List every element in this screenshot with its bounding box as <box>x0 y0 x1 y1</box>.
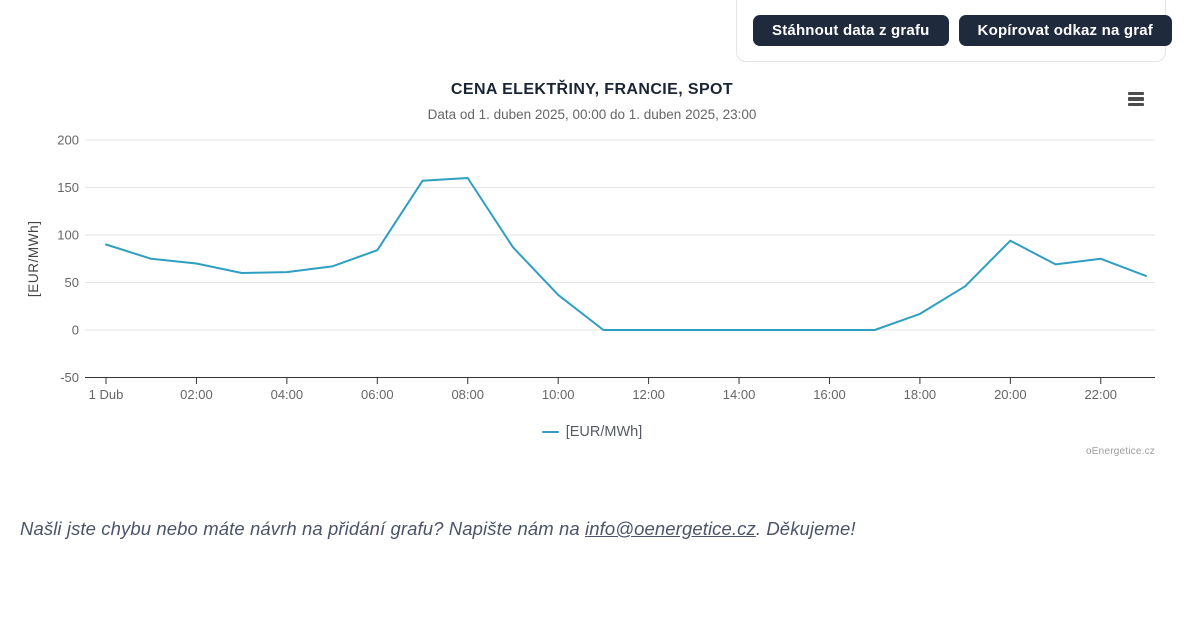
y-axis-tick-label: 150 <box>57 180 79 195</box>
hamburger-icon <box>1128 92 1144 96</box>
y-axis-tick-label: 0 <box>72 323 79 338</box>
footer-note: Našli jste chybu nebo máte návrh na přid… <box>20 518 856 540</box>
legend-label: [EUR/MWh] <box>565 424 643 440</box>
y-axis-tick-label: -50 <box>60 370 79 385</box>
footer-text-after: . Děkujeme! <box>755 518 856 539</box>
x-axis-tick-label: 02:00 <box>180 387 213 402</box>
x-axis-tick-label: 14:00 <box>723 387 756 402</box>
contact-email-link[interactable]: info@oenergetice.cz <box>585 518 756 539</box>
footer-text-before: Našli jste chybu nebo máte návrh na přid… <box>20 518 586 539</box>
y-axis-tick-label: 50 <box>65 275 79 290</box>
chart-actions-panel: Stáhnout data z grafu Kopírovat odkaz na… <box>736 0 1173 62</box>
x-axis-tick-label: 06:00 <box>361 387 394 402</box>
y-axis-title: [EUR/MWh] <box>26 220 41 297</box>
x-axis-tick-label: 10:00 <box>542 387 575 402</box>
chart: CENA ELEKTŘINY, FRANCIE, SPOT Data od 1.… <box>0 81 1184 457</box>
y-axis-tick-label: 100 <box>57 228 79 243</box>
x-axis-tick-label: 04:00 <box>271 387 304 402</box>
chart-title: CENA ELEKTŘINY, FRANCIE, SPOT <box>450 81 734 98</box>
series-line[interactable] <box>105 177 1147 331</box>
legend-item[interactable]: [EUR/MWh] <box>0 423 1184 441</box>
x-axis-tick-label: 18:00 <box>904 387 937 402</box>
x-axis-tick-label: 12:00 <box>632 387 665 402</box>
x-axis-tick-label: 08:00 <box>451 387 484 402</box>
copy-link-button[interactable]: Kopírovat odkaz na graf <box>958 15 1173 46</box>
x-axis-tick-label: 20:00 <box>994 387 1027 402</box>
legend-line-marker <box>541 430 559 434</box>
x-axis-tick-label: 1 Dub <box>89 387 124 402</box>
x-axis-tick-label: 16:00 <box>813 387 846 402</box>
chart-plot: 200 150 100 50 0 -50 1 Dub 02:00 04:00 06:00 08:00… <box>26 133 1155 402</box>
chart-subtitle: Data od 1. duben 2025, 00:00 do 1. duben… <box>427 107 757 122</box>
y-axis-tick-label: 200 <box>57 133 79 148</box>
watermark: oEnergetice.cz <box>1086 446 1155 457</box>
x-axis-tick-label: 22:00 <box>1085 387 1118 402</box>
download-data-button[interactable]: Stáhnout data z grafu <box>753 15 949 46</box>
chart-context-menu-button[interactable] <box>1122 86 1150 112</box>
